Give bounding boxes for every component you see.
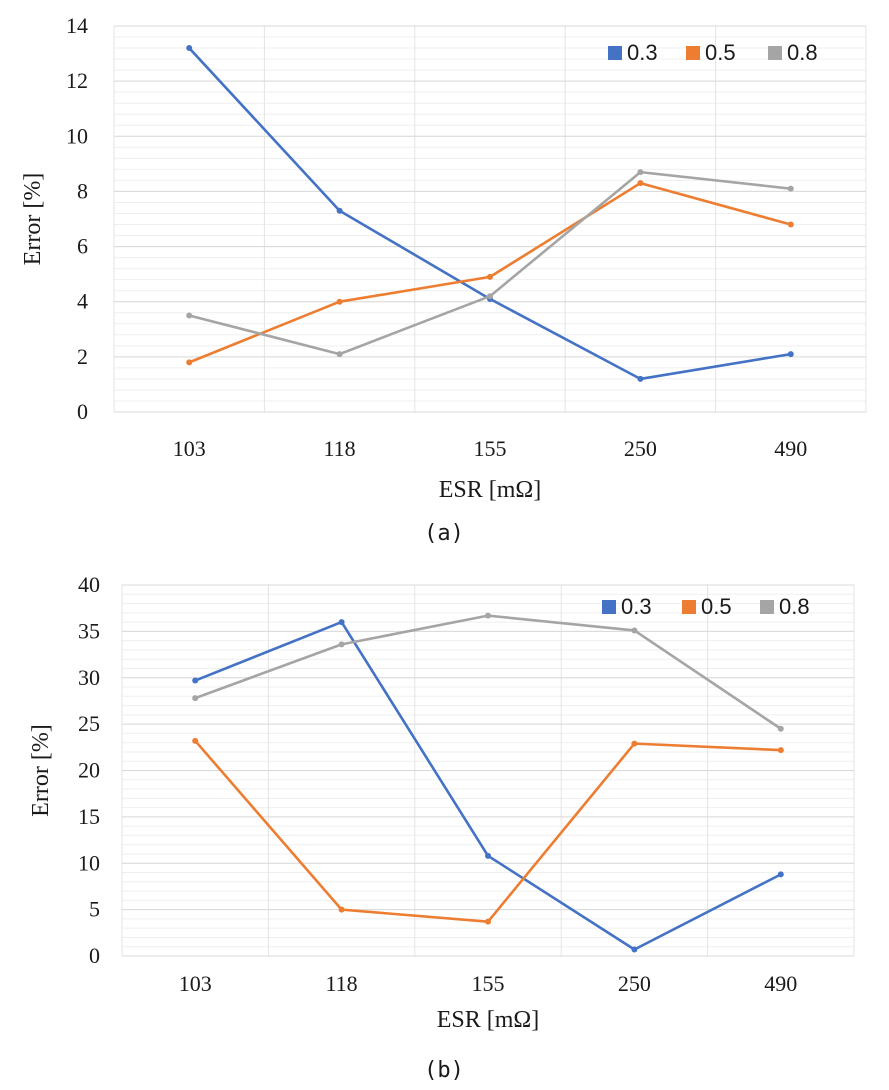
x-tick-label: 490 <box>764 971 797 996</box>
legend-swatch-0.5 <box>686 46 700 60</box>
y-tick-label: 0 <box>77 399 88 424</box>
legend-swatch-0.8 <box>768 46 782 60</box>
data-point-0.8 <box>787 185 794 192</box>
data-point-0.5 <box>338 906 345 913</box>
data-point-0.3 <box>485 852 491 859</box>
y-tick-label: 12 <box>66 68 88 93</box>
data-point-0.8 <box>485 612 491 619</box>
legend-swatch-0.5 <box>682 600 696 614</box>
legend-label-0.3: 0.3 <box>627 40 658 65</box>
x-tick-label: 103 <box>179 971 212 996</box>
series-line-0.8 <box>194 614 782 730</box>
y-tick-label: 10 <box>66 123 88 148</box>
y-tick-label: 6 <box>77 234 88 259</box>
data-point-0.8 <box>192 695 199 702</box>
y-tick-label: 40 <box>78 572 100 597</box>
x-tick-label: 250 <box>624 436 657 461</box>
data-point-0.8 <box>777 725 784 732</box>
x-tick-label: 490 <box>774 436 807 461</box>
legend-label-0.8: 0.8 <box>787 40 818 65</box>
chart-b: 0 5 10 15 20 25 30 35 40 103 118 155 250 490 ESR [mΩ] E… <box>0 545 889 1090</box>
y-tick-label: 8 <box>77 178 88 203</box>
data-point-0.3 <box>787 351 794 358</box>
chart-a-svg: 0 2 4 6 8 10 12 14 103 118 155 250 490 ESR [mΩ] Error … <box>20 13 867 545</box>
legend-swatch-0.8 <box>760 600 774 614</box>
x-tick-label: 250 <box>618 971 651 996</box>
series-line-0.5 <box>194 739 781 923</box>
x-tick-label: 155 <box>474 436 507 461</box>
data-point-0.5 <box>192 737 199 744</box>
data-point-0.5 <box>485 918 491 925</box>
x-tick-label: 103 <box>173 436 206 461</box>
y-tick-label: 15 <box>78 804 100 829</box>
y-tick-label: 5 <box>89 897 100 922</box>
data-point-0.8 <box>338 641 345 648</box>
x-tick-label: 118 <box>326 971 358 996</box>
data-point-0.5 <box>637 180 644 187</box>
chart-a: 0 2 4 6 8 10 12 14 103 118 155 250 490 ESR [mΩ] Error … <box>20 13 867 545</box>
data-point-0.8 <box>637 169 644 176</box>
x-tick-label: 118 <box>324 436 356 461</box>
data-point-0.3 <box>777 871 784 878</box>
y-axis-title: Error [%] <box>28 724 54 817</box>
legend-label-0.5: 0.5 <box>701 594 732 619</box>
y-tick-label: 14 <box>66 13 88 38</box>
y-tick-label: 35 <box>78 618 100 643</box>
x-tick-label: 155 <box>472 971 505 996</box>
y-tick-label: 10 <box>78 850 100 875</box>
data-point-0.5 <box>631 740 638 747</box>
data-point-0.3 <box>336 207 343 214</box>
data-point-0.5 <box>787 221 794 228</box>
x-axis-title: ESR [mΩ] <box>437 1007 540 1033</box>
data-point-0.5 <box>336 298 343 305</box>
y-tick-label: 0 <box>89 943 100 968</box>
data-point-0.3 <box>192 677 199 684</box>
data-point-0.5 <box>487 273 493 280</box>
legend-label-0.8: 0.8 <box>779 594 810 619</box>
legend-swatch-0.3 <box>608 46 622 60</box>
data-point-0.5 <box>777 747 784 754</box>
y-tick-label: 25 <box>78 711 100 736</box>
data-point-0.8 <box>631 627 638 634</box>
y-axis-title: Error [%] <box>20 173 46 266</box>
chart-b-svg: 0 5 10 15 20 25 30 35 40 103 118 155 250 490 ESR [mΩ] E… <box>28 572 855 1083</box>
legend-swatch-0.3 <box>602 600 616 614</box>
data-point-0.8 <box>186 312 193 319</box>
data-point-0.5 <box>186 359 193 366</box>
data-point-0.8 <box>336 351 343 358</box>
data-point-0.3 <box>631 946 638 953</box>
data-point-0.3 <box>186 45 193 52</box>
legend-label-0.5: 0.5 <box>705 40 736 65</box>
x-axis-title: ESR [mΩ] <box>439 477 542 503</box>
data-point-0.3 <box>338 619 345 626</box>
series-line-0.5 <box>188 181 792 364</box>
chart-caption: (b) <box>424 1058 464 1083</box>
legend-label-0.3: 0.3 <box>621 594 652 619</box>
chart-caption: (a) <box>424 521 464 545</box>
y-tick-label: 2 <box>77 344 88 369</box>
y-tick-label: 4 <box>77 289 88 314</box>
data-point-0.8 <box>487 293 493 300</box>
y-tick-label: 30 <box>78 665 100 690</box>
data-point-0.3 <box>637 375 644 382</box>
y-tick-label: 20 <box>78 758 100 783</box>
